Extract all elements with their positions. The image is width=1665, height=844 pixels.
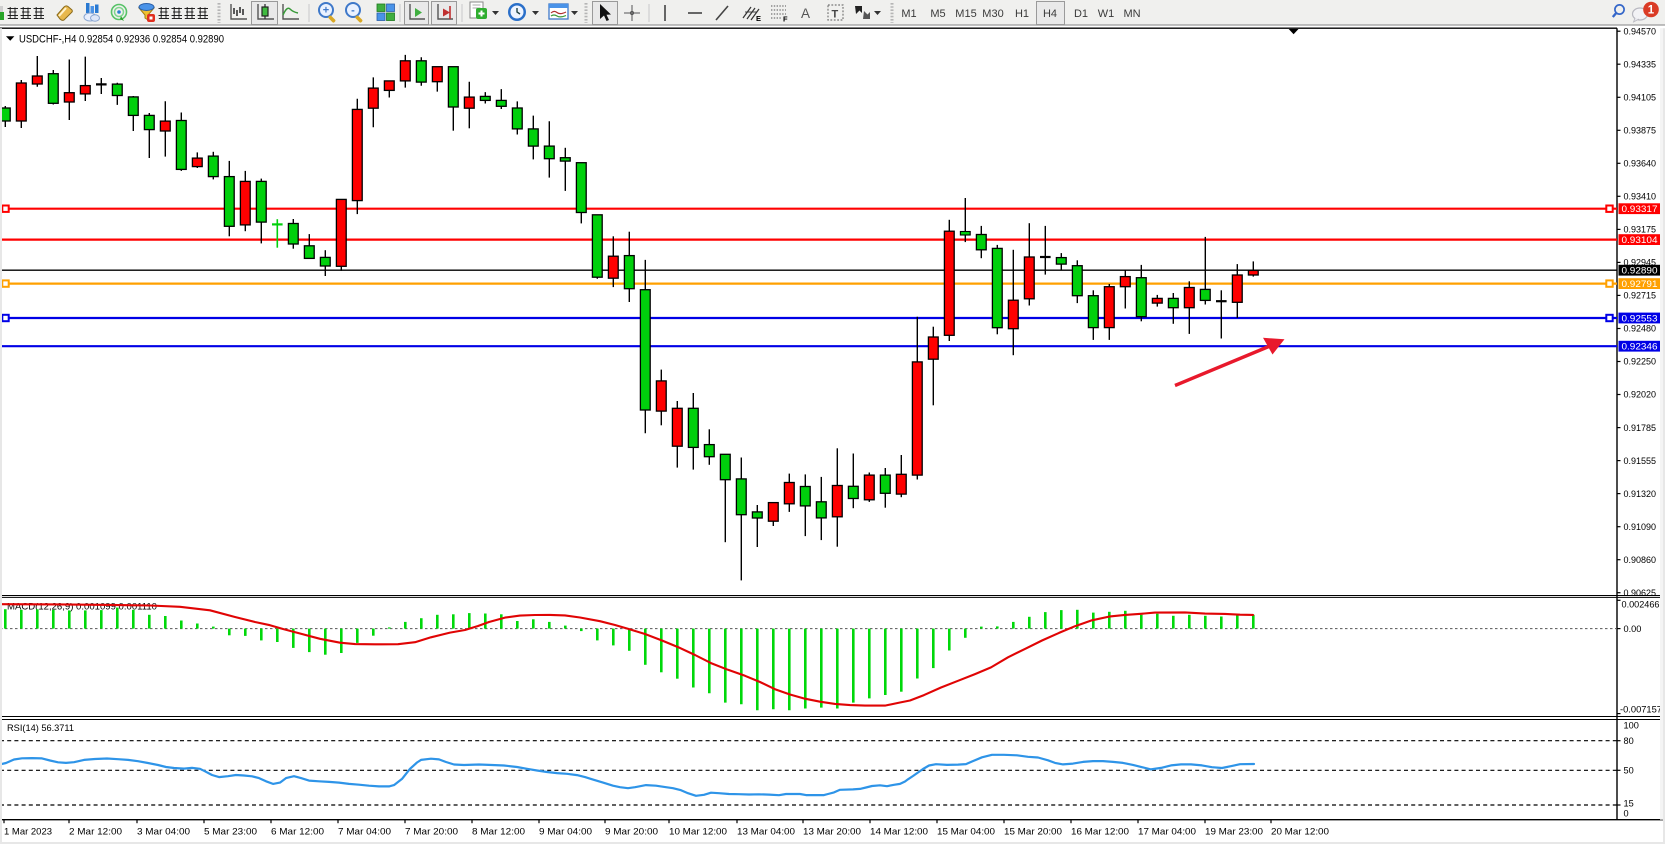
svg-text:0.93104: 0.93104 [1622,235,1658,245]
svg-text:0.00: 0.00 [1624,624,1642,634]
svg-text:0.94570: 0.94570 [1624,26,1657,36]
svg-text:14 Mar 12:00: 14 Mar 12:00 [870,827,928,837]
svg-text:0.91785: 0.91785 [1624,423,1657,433]
svg-text:0.93317: 0.93317 [1622,204,1658,214]
svg-text:80: 80 [1624,736,1634,746]
svg-text:1 Mar 2023: 1 Mar 2023 [4,827,52,837]
svg-text:15: 15 [1624,799,1634,809]
svg-text:0.92890: 0.92890 [1622,266,1658,276]
svg-text:9 Mar 20:00: 9 Mar 20:00 [605,827,658,837]
svg-text:H4: H4 [1043,8,1057,20]
svg-text:M1: M1 [901,8,916,20]
svg-text:7 Mar 04:00: 7 Mar 04:00 [338,827,391,837]
svg-text:13 Mar 20:00: 13 Mar 20:00 [803,827,861,837]
svg-text:0: 0 [1624,809,1629,819]
svg-text:0.90860: 0.90860 [1624,555,1657,565]
svg-text:0.92346: 0.92346 [1622,342,1658,352]
svg-text:MN: MN [1123,8,1140,20]
svg-text:7 Mar 20:00: 7 Mar 20:00 [405,827,458,837]
svg-text:1: 1 [1648,5,1655,17]
svg-text:M15: M15 [955,8,976,20]
svg-text:A: A [801,6,810,21]
svg-text:0.91090: 0.91090 [1624,522,1657,532]
svg-text:0.92480: 0.92480 [1624,324,1657,334]
svg-text:+: + [323,5,329,17]
svg-text:H1: H1 [1015,8,1029,20]
svg-text:20 Mar 12:00: 20 Mar 12:00 [1271,827,1329,837]
svg-text:0.91320: 0.91320 [1624,489,1657,499]
svg-text:5 Mar 23:00: 5 Mar 23:00 [204,827,257,837]
svg-text:19 Mar 23:00: 19 Mar 23:00 [1205,827,1263,837]
svg-text:M30: M30 [982,8,1003,20]
svg-text:9 Mar 04:00: 9 Mar 04:00 [539,827,592,837]
svg-text:6 Mar 12:00: 6 Mar 12:00 [271,827,324,837]
svg-text:0.92020: 0.92020 [1624,390,1657,400]
svg-text:MACD(12,26,9) 0.001099 0.00111: MACD(12,26,9) 0.001099 0.001110 [7,602,157,612]
svg-text:0.90625: 0.90625 [1624,588,1657,598]
svg-text:-0.007157: -0.007157 [1620,705,1662,715]
svg-text:0.93410: 0.93410 [1624,192,1657,202]
svg-text:-: - [351,5,355,17]
svg-text:13 Mar 04:00: 13 Mar 04:00 [737,827,795,837]
svg-text:0.93640: 0.93640 [1624,159,1657,169]
svg-text:F: F [783,15,788,24]
svg-text:0.002466: 0.002466 [1622,600,1660,610]
svg-text:0.93875: 0.93875 [1624,126,1657,136]
svg-text:50: 50 [1624,766,1634,776]
svg-text:0.92715: 0.92715 [1624,291,1657,301]
svg-text:USDCHF-,H4 0.92854 0.92936 0.: USDCHF-,H4 0.92854 0.92936 0.92854 0.928… [19,33,224,45]
svg-text:3 Mar 04:00: 3 Mar 04:00 [137,827,190,837]
svg-text:0.92250: 0.92250 [1624,357,1657,367]
svg-text:W1: W1 [1098,8,1115,20]
svg-text:15 Mar 04:00: 15 Mar 04:00 [937,827,995,837]
svg-text:D1: D1 [1074,8,1088,20]
svg-text:10 Mar 12:00: 10 Mar 12:00 [669,827,727,837]
svg-text:0.91555: 0.91555 [1624,456,1657,466]
svg-text:RSI(14) 56.3711: RSI(14) 56.3711 [7,723,74,733]
svg-text:0.92791: 0.92791 [1622,279,1658,289]
svg-text:17 Mar 04:00: 17 Mar 04:00 [1138,827,1196,837]
svg-text:0.92945: 0.92945 [1624,258,1657,268]
svg-text:2 Mar 12:00: 2 Mar 12:00 [69,827,122,837]
svg-text:0.94335: 0.94335 [1624,59,1657,69]
svg-text:0.92553: 0.92553 [1622,313,1658,323]
svg-text:0.94105: 0.94105 [1624,93,1657,103]
svg-text:16 Mar 12:00: 16 Mar 12:00 [1071,827,1129,837]
svg-text:100: 100 [1624,721,1639,731]
svg-text:8 Mar 12:00: 8 Mar 12:00 [472,827,525,837]
svg-text:M5: M5 [930,8,945,20]
svg-text:0.93175: 0.93175 [1624,225,1657,235]
svg-text:T: T [832,9,839,21]
svg-text:E: E [756,14,761,23]
svg-text:15 Mar 20:00: 15 Mar 20:00 [1004,827,1062,837]
